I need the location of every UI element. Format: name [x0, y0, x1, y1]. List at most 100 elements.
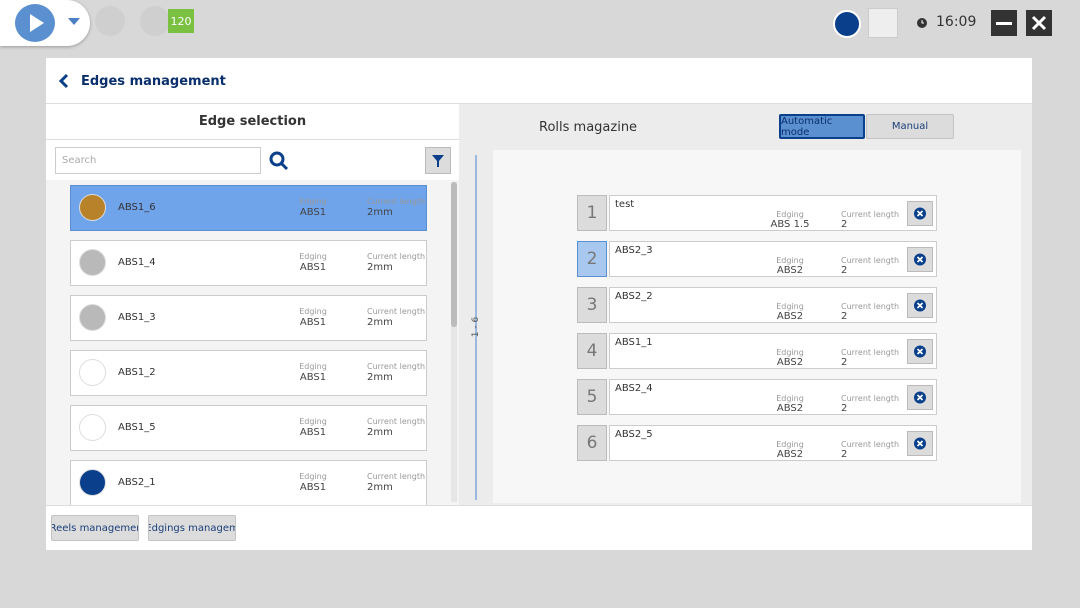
- roll-card[interactable]: ABS2_2 Edging ABS2 Current length 2: [609, 287, 937, 323]
- search-button[interactable]: [266, 148, 292, 174]
- roll-number[interactable]: 1: [577, 195, 607, 231]
- length-label: Current length: [367, 472, 426, 481]
- length-value: 2mm: [367, 207, 393, 218]
- remove-button[interactable]: [907, 201, 933, 226]
- remove-icon: [914, 253, 926, 266]
- footer-button[interactable]: Edgings managem: [148, 515, 236, 541]
- edge-item[interactable]: ABS1_2 Edging ABS1 Current length 2mm: [70, 350, 427, 396]
- length-label: Current length: [367, 197, 426, 206]
- color-swatch: [79, 359, 106, 386]
- edge-name: ABS1_2: [118, 367, 156, 378]
- user-icon[interactable]: [868, 8, 898, 38]
- edging-value: ABS2: [776, 449, 804, 460]
- edge-name: ABS1_5: [118, 422, 156, 433]
- remove-icon: [914, 207, 926, 220]
- edging-label: Edging: [299, 307, 327, 316]
- length-label: Current length: [367, 252, 426, 261]
- edging-label: Edging: [776, 210, 804, 219]
- dropdown-arrow[interactable]: [66, 16, 82, 28]
- roll-number[interactable]: 3: [577, 287, 607, 323]
- length-value: 2: [841, 357, 848, 368]
- roll-number[interactable]: 6: [577, 425, 607, 461]
- minimize-button[interactable]: [991, 10, 1017, 36]
- color-swatch: [79, 304, 106, 331]
- play-icon: [30, 14, 44, 32]
- edging-label: Edging: [776, 302, 804, 311]
- edging-value: ABS1: [299, 372, 327, 383]
- remove-icon: [914, 437, 926, 450]
- filter-button[interactable]: [425, 147, 451, 174]
- length-label: Current length: [841, 440, 900, 449]
- length-value: 2: [841, 403, 848, 414]
- app-icon[interactable]: [95, 6, 125, 36]
- remove-button[interactable]: [907, 247, 933, 272]
- edging-label: Edging: [299, 362, 327, 371]
- remove-button[interactable]: [907, 339, 933, 364]
- roll-card[interactable]: ABS2_4 Edging ABS2 Current length 2: [609, 379, 937, 415]
- roll-card[interactable]: ABS2_3 Edging ABS2 Current length 2: [609, 241, 937, 277]
- edge-name: ABS1_3: [118, 312, 156, 323]
- edging-value: ABS2: [776, 357, 804, 368]
- roll-name: ABS2_5: [615, 429, 653, 440]
- roll-number[interactable]: 2: [577, 241, 607, 277]
- roll-card[interactable]: ABS2_5 Edging ABS2 Current length 2: [609, 425, 937, 461]
- edging-value: ABS2: [776, 265, 804, 276]
- mode-button[interactable]: Manual: [866, 114, 954, 139]
- length-value: 2: [841, 265, 848, 276]
- footer-button[interactable]: Reels managemer: [51, 515, 139, 541]
- scrollbar-thumb[interactable]: [451, 182, 457, 327]
- page-title: Edges management: [81, 74, 226, 89]
- length-value: 2mm: [367, 482, 393, 493]
- edge-item[interactable]: ABS1_6 Edging ABS1 Current length 2mm: [70, 185, 427, 231]
- play-button[interactable]: [15, 4, 55, 42]
- close-button[interactable]: [1026, 10, 1052, 36]
- edge-item[interactable]: ABS1_5 Edging ABS1 Current length 2mm: [70, 405, 427, 451]
- clock-time: 16:09: [936, 14, 977, 30]
- app-icon[interactable]: [140, 6, 170, 36]
- edging-label: Edging: [299, 472, 327, 481]
- edging-label: Edging: [299, 197, 327, 206]
- remove-button[interactable]: [907, 385, 933, 410]
- roll-card[interactable]: test Edging ABS 1.5 Current length 2: [609, 195, 937, 231]
- length-label: Current length: [367, 362, 426, 371]
- roll-name: ABS2_4: [615, 383, 653, 394]
- length-label: Current length: [841, 348, 900, 357]
- edging-value: ABS1: [299, 262, 327, 273]
- edging-label: Edging: [299, 252, 327, 261]
- roll-name: ABS2_2: [615, 291, 653, 302]
- color-swatch: [79, 194, 106, 221]
- color-swatch: [79, 249, 106, 276]
- edging-value: ABS 1.5: [770, 219, 810, 230]
- search-input[interactable]: Search: [55, 147, 261, 174]
- close-glyph: [1031, 15, 1047, 31]
- edging-label: Edging: [776, 348, 804, 357]
- edging-value: ABS1: [299, 482, 327, 493]
- remove-button[interactable]: [907, 431, 933, 456]
- panel-title: Edge selection: [46, 104, 459, 140]
- edging-value: ABS1: [299, 317, 327, 328]
- length-label: Current length: [367, 417, 426, 426]
- remove-icon: [914, 345, 926, 358]
- roll-number[interactable]: 5: [577, 379, 607, 415]
- back-button[interactable]: [58, 73, 70, 89]
- edge-item[interactable]: ABS2_1 Edging ABS1 Current length 2mm: [70, 460, 427, 505]
- length-label: Current length: [841, 210, 900, 219]
- edge-name: ABS1_6: [118, 202, 156, 213]
- remove-button[interactable]: [907, 293, 933, 318]
- edging-value: ABS1: [299, 207, 327, 218]
- edge-list: ABS1_6 Edging ABS1 Current length 2mm ABS1_4 E…: [46, 180, 459, 505]
- edge-item[interactable]: ABS1_4 Edging ABS1 Current length 2mm: [70, 240, 427, 286]
- divider: [46, 505, 1032, 506]
- edge-item[interactable]: ABS1_3 Edging ABS1 Current length 2mm: [70, 295, 427, 341]
- status-icon[interactable]: [833, 10, 861, 38]
- mode-button[interactable]: Automatic mode: [779, 114, 865, 139]
- length-value: 2mm: [367, 372, 393, 383]
- roll-card[interactable]: ABS1_1 Edging ABS2 Current length 2: [609, 333, 937, 369]
- roll-number[interactable]: 4: [577, 333, 607, 369]
- edging-label: Edging: [776, 256, 804, 265]
- edge-name: ABS1_4: [118, 257, 156, 268]
- minimize-glyph: [996, 22, 1012, 25]
- length-value: 2mm: [367, 427, 393, 438]
- rolls-area: 1 test Edging ABS 1.5 Current length 2 2 ABS2_3…: [493, 150, 1021, 503]
